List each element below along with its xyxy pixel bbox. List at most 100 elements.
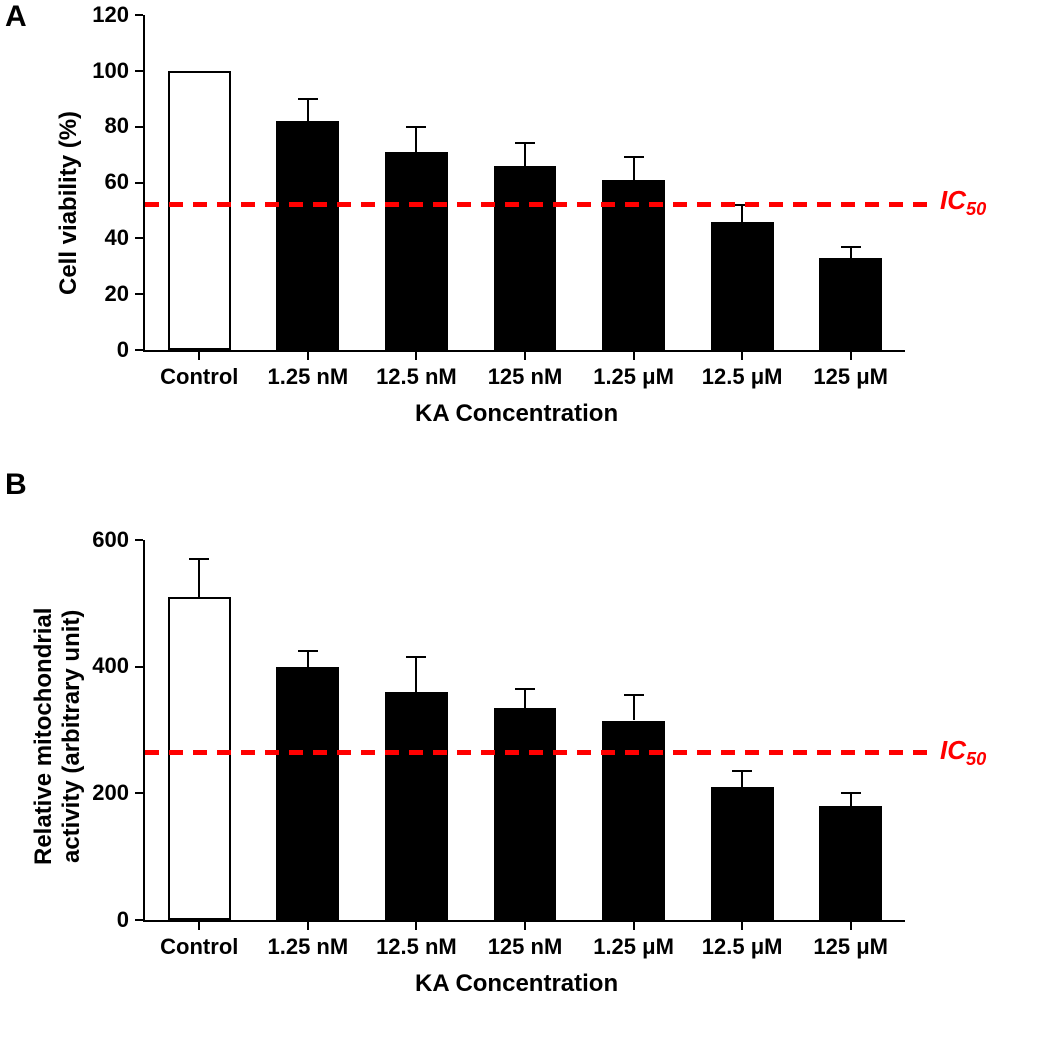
bar-control [168, 597, 231, 920]
panel-b-plot: 0200400600Control1.25 nM12.5 nM125 nM1.2… [145, 540, 905, 920]
x-tick-label: 12.5 μM [688, 934, 797, 960]
x-tick [415, 352, 417, 360]
x-tick-label: 1.25 μM [579, 934, 688, 960]
panel-a-ic50-label: IC50 [940, 185, 986, 220]
bar-treatment [276, 667, 339, 920]
y-tick [135, 126, 143, 128]
y-tick [135, 14, 143, 16]
x-tick [741, 352, 743, 360]
bar-treatment [385, 692, 448, 920]
x-tick-label: 1.25 nM [254, 934, 363, 960]
error-cap [624, 694, 644, 696]
x-tick [524, 352, 526, 360]
error-cap [189, 558, 209, 560]
error-cap [406, 126, 426, 128]
error-bar [524, 143, 526, 165]
x-tick [633, 352, 635, 360]
x-tick-label: 12.5 nM [362, 364, 471, 390]
y-tick-label: 600 [69, 527, 129, 553]
error-bar [741, 771, 743, 787]
y-axis-label: Cell viability (%) [55, 111, 83, 295]
x-tick [741, 922, 743, 930]
y-tick-label: 0 [69, 337, 129, 363]
error-bar [741, 205, 743, 222]
y-tick [135, 70, 143, 72]
x-tick-label: Control [145, 364, 254, 390]
error-bar [633, 695, 635, 720]
error-cap [624, 156, 644, 158]
error-cap [298, 650, 318, 652]
y-tick-label: 0 [69, 907, 129, 933]
y-axis-label: Relative mitochondrialactivity (arbitrar… [30, 608, 86, 865]
bar-treatment [494, 708, 557, 920]
x-tick [850, 352, 852, 360]
figure: A 020406080100120Control1.25 nM12.5 nM12… [0, 0, 1050, 1045]
ic50-sub: 50 [966, 199, 986, 219]
panel-b-ic50-label: IC50 [940, 735, 986, 770]
y-axis [143, 15, 145, 352]
x-tick [198, 922, 200, 930]
x-tick [850, 922, 852, 930]
y-axis [143, 540, 145, 922]
bar-treatment [276, 121, 339, 350]
bar-treatment [711, 787, 774, 920]
bar-treatment [819, 806, 882, 920]
bar-treatment [385, 152, 448, 350]
panel-a-label: A [5, 0, 27, 34]
error-bar [307, 99, 309, 121]
error-cap [841, 792, 861, 794]
error-cap [841, 246, 861, 248]
x-axis-label: KA Concentration [415, 400, 618, 428]
x-tick [524, 922, 526, 930]
ic50-sub: 50 [966, 749, 986, 769]
x-axis-label: KA Concentration [415, 970, 618, 998]
ic50-text: IC [940, 185, 966, 215]
x-tick-label: 125 nM [471, 934, 580, 960]
bar-treatment [711, 222, 774, 350]
error-cap [406, 656, 426, 658]
error-bar [850, 247, 852, 258]
error-bar [307, 651, 309, 667]
bar-treatment [819, 258, 882, 350]
x-tick-label: 12.5 nM [362, 934, 471, 960]
x-tick [307, 922, 309, 930]
ic50-line [145, 202, 935, 207]
bar-control [168, 71, 231, 350]
x-tick [307, 352, 309, 360]
x-tick [198, 352, 200, 360]
x-tick [415, 922, 417, 930]
x-tick-label: 1.25 nM [254, 364, 363, 390]
ic50-text: IC [940, 735, 966, 765]
x-tick-label: 125 μM [796, 364, 905, 390]
y-tick [135, 539, 143, 541]
y-tick-label: 120 [69, 2, 129, 28]
y-tick [135, 237, 143, 239]
y-tick [135, 293, 143, 295]
error-bar [415, 657, 417, 692]
error-bar [850, 793, 852, 806]
y-tick [135, 349, 143, 351]
y-tick [135, 919, 143, 921]
error-cap [732, 770, 752, 772]
x-tick-label: Control [145, 934, 254, 960]
panel-a-plot: 020406080100120Control1.25 nM12.5 nM125 … [145, 15, 905, 350]
ic50-line [145, 750, 935, 755]
x-tick-label: 12.5 μM [688, 364, 797, 390]
error-bar [198, 559, 200, 597]
x-tick-label: 125 μM [796, 934, 905, 960]
x-tick-label: 1.25 μM [579, 364, 688, 390]
error-bar [415, 127, 417, 152]
bar-treatment [494, 166, 557, 350]
y-tick [135, 182, 143, 184]
error-bar [524, 689, 526, 708]
y-tick [135, 792, 143, 794]
error-bar [633, 157, 635, 179]
y-tick-label: 100 [69, 58, 129, 84]
x-tick [633, 922, 635, 930]
panel-b-label: B [5, 468, 27, 502]
x-tick-label: 125 nM [471, 364, 580, 390]
error-cap [515, 142, 535, 144]
y-tick [135, 666, 143, 668]
error-cap [515, 688, 535, 690]
error-cap [298, 98, 318, 100]
